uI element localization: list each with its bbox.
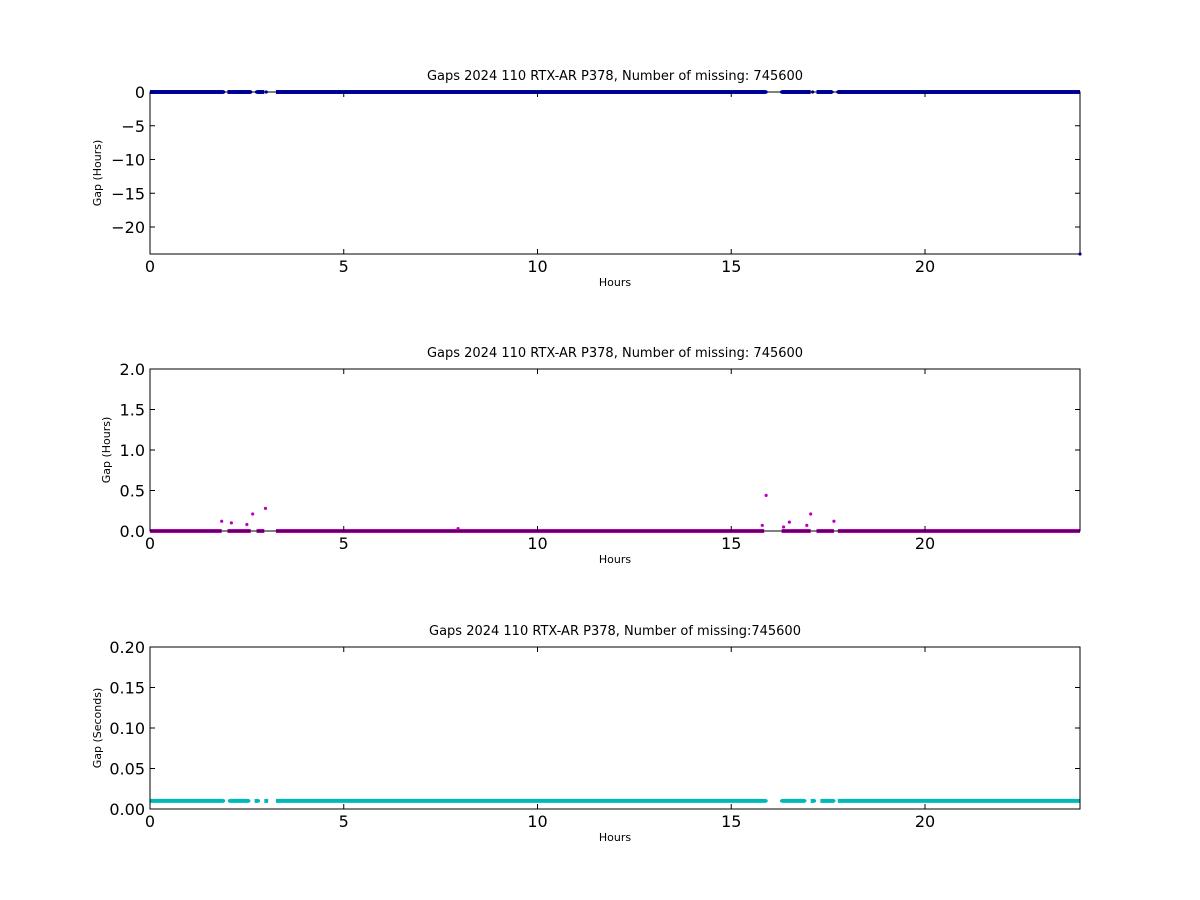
axes-frame-3	[149, 646, 1081, 810]
data-point	[787, 520, 791, 524]
y-tick-label: −20	[111, 218, 145, 237]
x-tick-label: 10	[527, 812, 547, 831]
data-point	[222, 799, 226, 803]
x-tick-label: 15	[721, 534, 741, 553]
data-point	[764, 799, 768, 803]
x-tick-label: 5	[339, 534, 349, 553]
data-point	[456, 526, 460, 531]
data-point	[245, 522, 249, 527]
x-tick-label: 15	[721, 812, 741, 831]
y-axis-label: Gap (Hours)	[100, 417, 113, 484]
y-axis-label: Gap (Hours)	[91, 140, 104, 207]
data-point	[780, 799, 784, 803]
data-point	[263, 506, 268, 510]
chart-title: Gaps 2024 110 RTX-AR P378, Number of mis…	[429, 624, 801, 639]
data-point	[764, 493, 768, 497]
x-tick-label: 0	[145, 257, 155, 276]
data-point	[781, 525, 786, 529]
y-tick-label: −15	[111, 184, 145, 203]
data-point	[247, 799, 251, 803]
y-tick-label: 1.0	[120, 441, 145, 460]
y-tick-label: 0.10	[109, 719, 145, 738]
y-tick-label: 1.5	[120, 401, 145, 420]
data-point	[832, 519, 836, 523]
x-axis-label: Hours	[599, 553, 631, 566]
y-tick-label: 0.0	[120, 522, 145, 541]
y-tick-label: 0.00	[109, 800, 145, 819]
data-point	[805, 523, 809, 527]
data-point	[809, 512, 813, 516]
y-tick-label: −5	[121, 117, 145, 136]
axes-frame-2	[149, 368, 1081, 532]
x-tick-label: 10	[527, 534, 547, 553]
x-tick-label: 5	[339, 812, 349, 831]
data-point	[256, 799, 261, 803]
x-axis-label: Hours	[599, 831, 631, 844]
x-tick-label: 10	[527, 257, 547, 276]
plot-area-2	[150, 493, 1080, 533]
x-tick-label: 5	[339, 257, 349, 276]
y-tick-label: 0	[135, 83, 145, 102]
data-point	[251, 512, 255, 516]
y-tick-label: 2.0	[120, 360, 145, 379]
data-point	[229, 521, 233, 525]
chart-title: Gaps 2024 110 RTX-AR P378, Number of mis…	[427, 69, 803, 84]
chart-title: Gaps 2024 110 RTX-AR P378, Number of mis…	[427, 346, 803, 361]
data-point	[227, 799, 232, 803]
x-tick-label: 0	[145, 812, 155, 831]
data-point	[803, 799, 807, 803]
x-tick-label: 20	[915, 812, 935, 831]
plot-area-1	[150, 90, 1082, 256]
y-tick-label: 0.20	[109, 638, 145, 657]
y-tick-label: 0.05	[109, 760, 145, 779]
x-tick-label: 0	[145, 534, 155, 553]
x-tick-label: 15	[721, 257, 741, 276]
data-point	[812, 799, 817, 803]
y-tick-label: 0.5	[120, 482, 145, 501]
axes-frame-1	[149, 91, 1081, 255]
x-axis-label: Hours	[599, 276, 631, 289]
plot-area-3	[150, 798, 1080, 803]
y-tick-label: 0.15	[109, 679, 145, 698]
y-axis-label: Gap (Seconds)	[91, 688, 104, 769]
x-tick-label: 20	[915, 257, 935, 276]
data-point	[760, 523, 764, 527]
data-point	[832, 799, 836, 803]
data-point	[220, 519, 224, 523]
x-tick-label: 20	[915, 534, 935, 553]
y-tick-label: −10	[111, 151, 145, 170]
